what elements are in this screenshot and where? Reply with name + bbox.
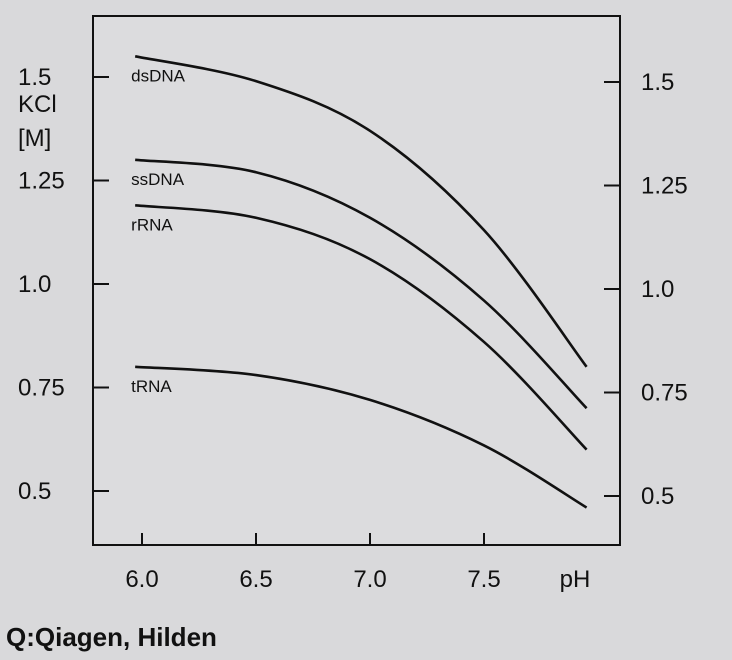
y-tick-label-left: 0.5 (18, 478, 51, 505)
curve-label-ssdna: ssDNA (131, 170, 185, 189)
curve-label-dsdna: dsDNA (131, 66, 186, 85)
x-axis-label: pH (560, 566, 591, 593)
curve-dsdna (134, 55, 588, 368)
y-tick-label-right: 1.25 (641, 173, 688, 200)
curve-trna (135, 365, 588, 509)
x-tick-label: 6.0 (125, 566, 158, 593)
curve-label-trna: tRNA (131, 377, 172, 396)
y-tick-label-left: 0.75 (18, 375, 65, 402)
x-tick-label: 6.5 (239, 566, 272, 593)
curve-ssdna (135, 158, 588, 410)
curve-label-rrna: rRNA (131, 215, 173, 234)
y-tick-label-right: 0.5 (641, 483, 674, 510)
y-tick-label-right: 1.5 (641, 69, 674, 96)
x-tick-label: 7.5 (467, 566, 500, 593)
y-axis-label-line2: [M] (18, 125, 51, 152)
y-tick-label-left: 1.5 (18, 64, 51, 91)
y-tick-label-right: 0.75 (641, 380, 688, 407)
curve-rrna (135, 204, 588, 451)
y-axis-label-line1: KCl (18, 91, 57, 118)
plot-area (92, 15, 621, 546)
x-tick-label: 7.0 (353, 566, 386, 593)
y-tick-label-right: 1.0 (641, 276, 674, 303)
source-caption: Q:Qiagen, Hilden (6, 622, 217, 652)
chart: 6.0 6.5 7.0 7.5 0.5 0.75 1.0 1.25 1.5 0.5 0.75 1.… (18, 15, 688, 593)
y-tick-label-left: 1.0 (18, 271, 51, 298)
y-tick-label-left: 1.25 (18, 168, 65, 195)
